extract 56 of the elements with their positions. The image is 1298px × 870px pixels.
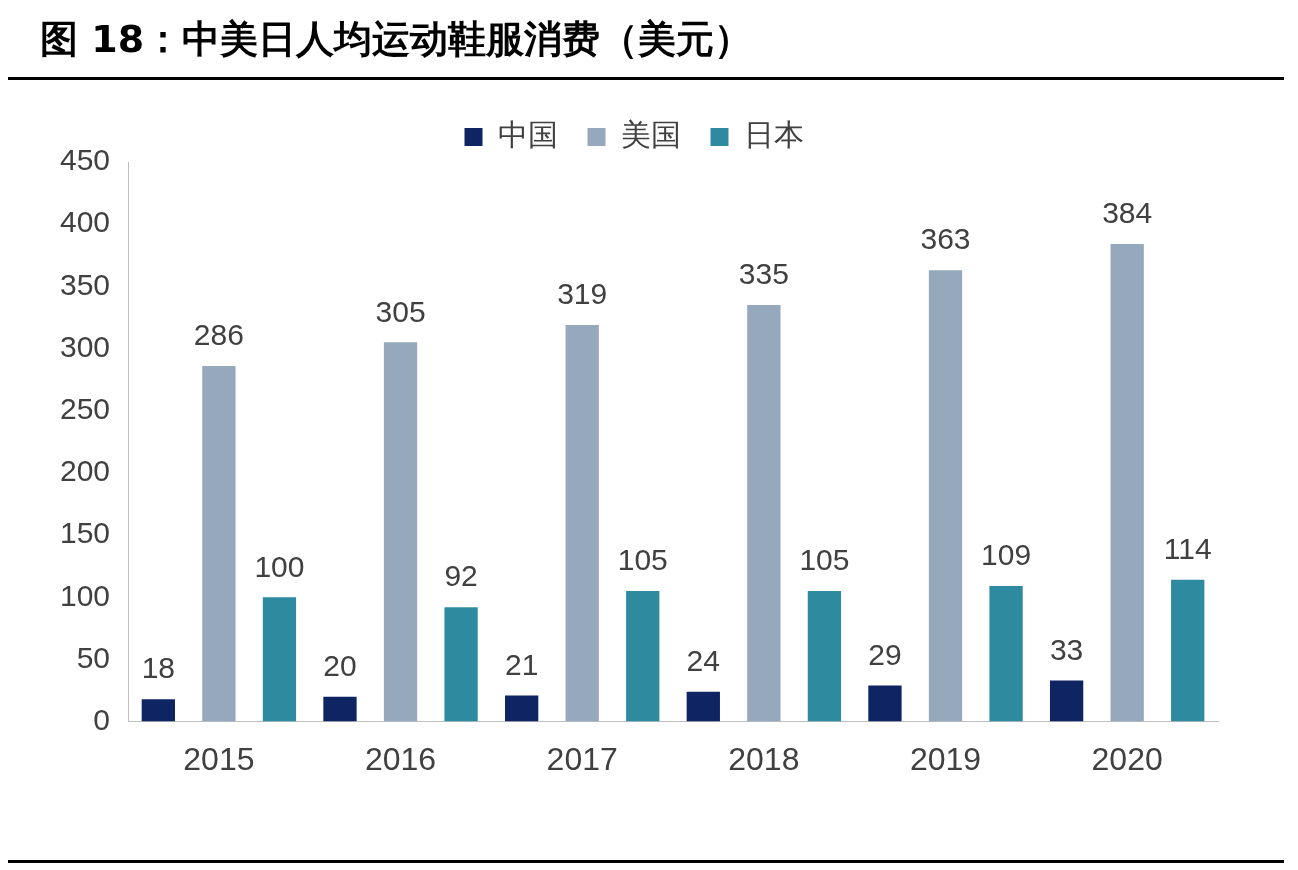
data-label: 114 bbox=[1163, 532, 1212, 566]
bar bbox=[868, 685, 902, 722]
legend-label: 日本 bbox=[743, 116, 804, 152]
data-label: 319 bbox=[557, 277, 608, 311]
y-tick-label: 0 bbox=[93, 702, 111, 736]
y-tick-label: 200 bbox=[59, 454, 111, 488]
bar bbox=[565, 324, 599, 722]
data-label: 384 bbox=[1102, 196, 1153, 230]
bar bbox=[383, 342, 418, 722]
bar bbox=[626, 591, 660, 722]
x-tick-label: 2017 bbox=[546, 740, 618, 777]
data-label: 286 bbox=[193, 318, 244, 352]
x-tick-label: 2018 bbox=[728, 740, 800, 777]
y-tick-label: 450 bbox=[59, 143, 111, 177]
data-label: 109 bbox=[981, 538, 1032, 572]
data-label: 33 bbox=[1049, 632, 1084, 666]
data-label: 305 bbox=[375, 294, 426, 328]
y-tick-label: 150 bbox=[59, 516, 111, 550]
bar bbox=[1171, 579, 1205, 722]
legend-label: 美国 bbox=[620, 116, 681, 152]
bar bbox=[686, 691, 720, 722]
data-label: 335 bbox=[738, 257, 789, 291]
y-tick-label: 100 bbox=[59, 578, 111, 612]
x-tick-label: 2019 bbox=[909, 740, 982, 777]
data-label: 29 bbox=[868, 637, 902, 671]
bar bbox=[807, 591, 842, 722]
data-label: 24 bbox=[686, 644, 720, 678]
y-tick-label: 400 bbox=[59, 205, 111, 239]
data-label: 20 bbox=[323, 648, 357, 682]
y-tick-label: 250 bbox=[59, 391, 111, 425]
y-tick-label: 350 bbox=[59, 267, 111, 301]
chart-title: 图 18：中美日人均运动鞋服消费（美元） bbox=[40, 16, 753, 63]
data-label: 100 bbox=[254, 549, 305, 583]
data-label: 105 bbox=[617, 543, 668, 577]
bar bbox=[323, 696, 357, 722]
bar bbox=[504, 695, 539, 722]
data-label: 363 bbox=[920, 222, 971, 256]
bar bbox=[141, 699, 175, 722]
data-label: 92 bbox=[444, 559, 478, 593]
data-label: 105 bbox=[799, 543, 850, 577]
bar bbox=[928, 270, 963, 722]
bar bbox=[444, 607, 478, 722]
bar bbox=[1049, 680, 1084, 722]
bar bbox=[989, 586, 1023, 722]
y-tick-label: 300 bbox=[59, 329, 111, 363]
x-tick-label: 2020 bbox=[1091, 740, 1163, 777]
bar bbox=[262, 597, 297, 722]
legend-label: 中国 bbox=[497, 116, 558, 152]
bar bbox=[747, 305, 781, 722]
x-tick-label: 2016 bbox=[364, 740, 437, 777]
x-tick-label: 2015 bbox=[183, 740, 255, 777]
bar bbox=[202, 365, 236, 722]
data-label: 18 bbox=[141, 651, 176, 685]
bar bbox=[1110, 244, 1144, 722]
y-tick-label: 50 bbox=[76, 640, 111, 674]
data-label: 21 bbox=[504, 647, 539, 681]
